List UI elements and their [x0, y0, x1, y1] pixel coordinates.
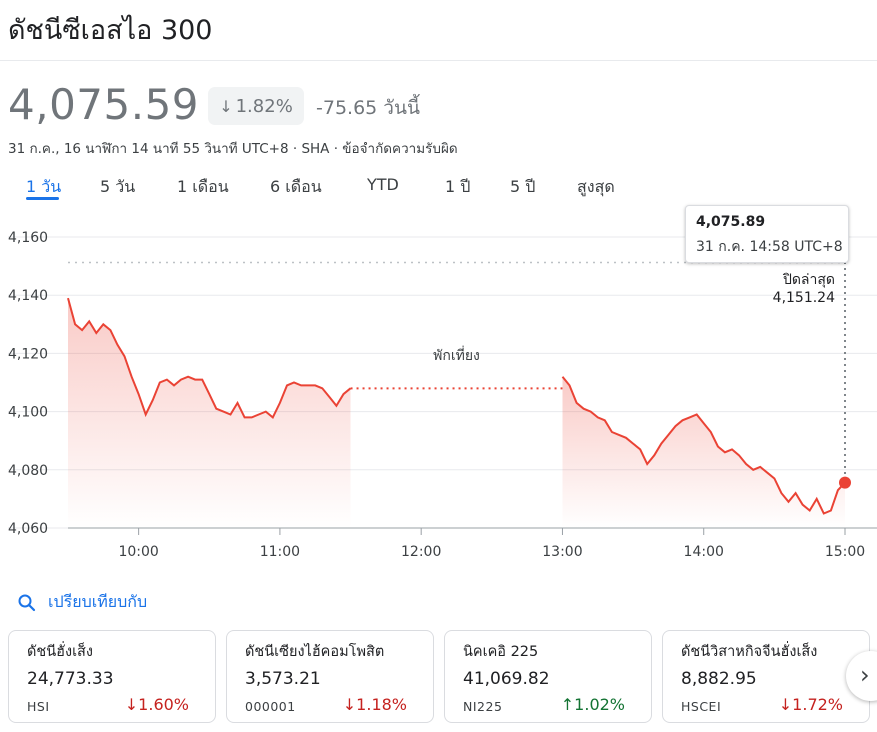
quote-meta[interactable]: 31 ก.ค., 16 นาฬิกา 14 นาที 55 วินาที UTC…	[8, 141, 458, 157]
afternoon-area-fill	[562, 376, 845, 528]
active-tab-indicator	[26, 197, 59, 200]
arrow-up-icon: ↑	[560, 695, 575, 714]
lunch-break-label: พักเที่ยง	[433, 346, 480, 364]
related-symbol: NI225	[463, 699, 503, 714]
related-change: ↓1.72%	[779, 695, 843, 714]
tooltip-time: 31 ก.ค. 14:58 UTC+8	[696, 239, 843, 255]
chevron-right-icon: ›	[860, 661, 870, 689]
tab-max[interactable]: สูงสุด	[577, 177, 615, 196]
related-change-value: 1.72%	[792, 695, 843, 714]
compare-button[interactable]: เปรียบเทียบกับ	[18, 590, 147, 615]
related-change-value: 1.60%	[138, 695, 189, 714]
arrow-down-icon: ↓	[219, 96, 233, 116]
change-percent-badge: ↓ 1.82%	[208, 87, 304, 125]
morning-price-line	[67, 297, 352, 419]
y-tick-label: 4,060	[8, 521, 48, 537]
related-card-ni225[interactable]: นิคเคอิ 225 41,069.82 NI225 ↑1.02%	[444, 630, 652, 723]
x-tick-label: 15:00	[825, 544, 865, 560]
arrow-down-icon: ↓	[124, 695, 139, 714]
related-card-hsi[interactable]: ดัชนีฮั่งเส็ง 24,773.33 HSI ↓1.60%	[8, 630, 216, 723]
arrow-down-icon: ↓	[778, 695, 793, 714]
tooltip-value: 4,075.89	[696, 214, 766, 230]
previous-close-value: 4,151.24	[772, 290, 835, 306]
related-symbol: HSI	[27, 699, 50, 714]
tab-6-months[interactable]: 6 เดือน	[270, 177, 322, 196]
related-value: 24,773.33	[27, 669, 114, 689]
tab-1-day[interactable]: 1 วัน	[26, 177, 62, 196]
x-tick-label: 13:00	[542, 544, 582, 560]
related-card-hscei[interactable]: ดัชนีวิสาหกิจจีนฮั่งเส็ง 8,882.95 HSCEI …	[662, 630, 870, 723]
change-absolute: -75.65 วันนี้	[316, 97, 420, 119]
morning-area-fill	[68, 298, 351, 528]
y-tick-label: 4,140	[8, 288, 48, 304]
tab-5-days[interactable]: 5 วัน	[100, 177, 136, 196]
tab-1-month[interactable]: 1 เดือน	[177, 177, 229, 196]
related-card-000001[interactable]: ดัชนีเซียงไฮ้คอมโพสิต 3,573.21 000001 ↓1…	[226, 630, 434, 723]
related-change: ↓1.60%	[125, 695, 189, 714]
previous-close: ปิดล่าสุด 4,151.24	[773, 271, 835, 307]
related-change: ↑1.02%	[561, 695, 625, 714]
chart-tooltip: 4,075.89 31 ก.ค. 14:58 UTC+8	[685, 205, 849, 263]
afternoon-price-line	[561, 376, 846, 515]
search-icon	[18, 594, 36, 611]
related-value: 8,882.95	[681, 669, 757, 689]
related-change: ↓1.18%	[343, 695, 407, 714]
related-change-value: 1.18%	[356, 695, 407, 714]
page-title: ดัชนีซีเอสไอ 300	[8, 15, 213, 46]
related-value: 3,573.21	[245, 669, 321, 689]
y-tick-label: 4,100	[8, 405, 48, 421]
change-percent: 1.82%	[235, 95, 293, 117]
last-price-marker	[839, 476, 851, 489]
price-chart[interactable]: 4,160 4,140 4,120 4,100 4,080 4,060 10:00 11:0…	[0, 200, 877, 580]
related-symbol: HSCEI	[681, 699, 722, 714]
related-name: ดัชนีฮั่งเส็ง	[27, 644, 93, 660]
arrow-down-icon: ↓	[342, 695, 357, 714]
related-name: ดัชนีวิสาหกิจจีนฮั่งเส็ง	[681, 644, 818, 660]
compare-label: เปรียบเทียบกับ	[48, 592, 148, 611]
current-price: 4,075.59	[8, 80, 200, 129]
x-tick-label: 12:00	[401, 544, 441, 560]
related-symbol: 000001	[245, 699, 296, 714]
x-tick-label: 14:00	[684, 544, 724, 560]
header-divider	[0, 60, 877, 61]
related-name: ดัชนีเซียงไฮ้คอมโพสิต	[245, 644, 385, 660]
related-change-value: 1.02%	[574, 695, 625, 714]
y-tick-label: 4,080	[8, 463, 48, 479]
tab-1-year[interactable]: 1 ปี	[445, 177, 471, 196]
related-name: นิคเคอิ 225	[463, 644, 539, 660]
tab-5-years[interactable]: 5 ปี	[510, 177, 536, 196]
related-value: 41,069.82	[463, 669, 550, 689]
x-tick-label: 11:00	[260, 544, 300, 560]
y-tick-label: 4,120	[8, 346, 48, 362]
tab-ytd[interactable]: YTD	[367, 175, 399, 194]
y-tick-label: 4,160	[8, 230, 48, 246]
previous-close-label: ปิดล่าสุด	[782, 272, 835, 288]
x-tick-label: 10:00	[118, 544, 158, 560]
